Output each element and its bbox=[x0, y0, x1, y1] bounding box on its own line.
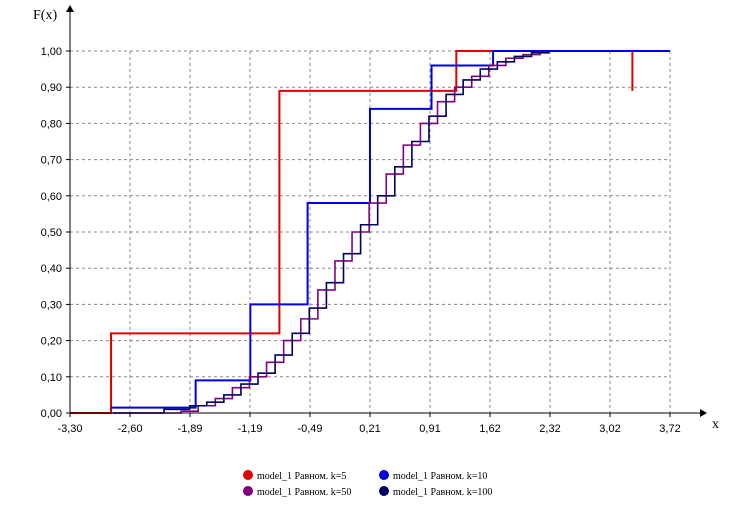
x-tick-label: -0,49 bbox=[297, 423, 322, 435]
x-axis-arrow-icon bbox=[700, 409, 707, 417]
legend-label-4: model_1 Равном. k=100 bbox=[393, 487, 492, 498]
series-layer bbox=[70, 50, 670, 414]
y-tick-label: 1,00 bbox=[41, 46, 62, 58]
x-tick-label: 2,32 bbox=[539, 423, 560, 435]
y-tick-label: 0,50 bbox=[41, 227, 62, 239]
x-tick-labels: -3,30 -2,60 -1,89 -1,19 -0,49 0,21 0,91 1,62 2,3… bbox=[57, 413, 681, 435]
y-tick-labels: 0,00 0,10 0,20 0,30 0,40 0,50 0,60 0,70 0,80 0,90… bbox=[41, 46, 70, 420]
x-tick-label: -3,30 bbox=[57, 423, 82, 435]
y-tick-label: 0,00 bbox=[41, 408, 62, 420]
series-line-2 bbox=[111, 50, 670, 409]
y-tick-label: 0,10 bbox=[41, 372, 62, 384]
legend-marker-2 bbox=[379, 470, 389, 480]
legend: model_1 Равном. k=5 model_1 Равном. k=10 m… bbox=[243, 470, 492, 498]
y-tick-label: 0,30 bbox=[41, 299, 62, 311]
legend-marker-3 bbox=[243, 486, 253, 496]
x-tick-label: -1,89 bbox=[177, 423, 202, 435]
y-tick-label: 0,70 bbox=[41, 155, 62, 167]
y-axis-arrow-icon bbox=[66, 5, 74, 12]
series-line-4 bbox=[112, 51, 550, 414]
grid bbox=[70, 50, 671, 413]
x-tick-label: -2,60 bbox=[117, 423, 142, 435]
x-tick-label: 0,91 bbox=[419, 423, 440, 435]
y-tick-label: 0,90 bbox=[41, 82, 62, 94]
x-tick-label: 0,21 bbox=[359, 423, 380, 435]
axes bbox=[66, 5, 707, 417]
x-axis-title: x bbox=[712, 417, 719, 432]
x-tick-label: 3,72 bbox=[659, 423, 680, 435]
y-tick-label: 0,20 bbox=[41, 336, 62, 348]
x-tick-label: 3,02 bbox=[599, 423, 620, 435]
y-axis-title: F(x) bbox=[33, 8, 57, 23]
legend-label-3: model_1 Равном. k=50 bbox=[257, 487, 351, 498]
series-line-3 bbox=[112, 51, 541, 414]
y-tick-label: 0,40 bbox=[41, 263, 62, 275]
y-tick-label: 0,60 bbox=[41, 191, 62, 203]
legend-label-2: model_1 Равном. k=10 bbox=[393, 471, 487, 482]
legend-marker-4 bbox=[379, 486, 389, 496]
y-tick-label: 0,80 bbox=[41, 118, 62, 130]
x-tick-label: -1,19 bbox=[237, 423, 262, 435]
legend-marker-1 bbox=[243, 470, 253, 480]
x-tick-label: 1,62 bbox=[479, 423, 500, 435]
legend-label-1: model_1 Равном. k=5 bbox=[257, 471, 346, 482]
